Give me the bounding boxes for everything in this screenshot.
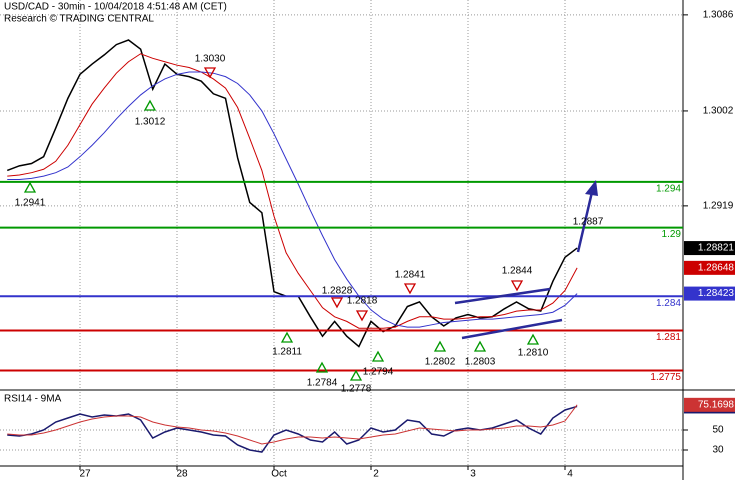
last-value-box	[684, 286, 735, 301]
level-label: 1.294	[656, 183, 681, 194]
low-marker	[23, 181, 37, 193]
x-tick-label: 2	[373, 469, 379, 480]
annotation-label: 1.2941	[15, 198, 46, 209]
grid	[0, 0, 683, 470]
last-value-label: 75.1698	[698, 399, 735, 410]
y-tick-label: 1.2919	[703, 201, 734, 212]
x-tick-label: 4	[567, 469, 573, 480]
y-tick-label: 50	[712, 425, 724, 436]
series-line	[7, 53, 578, 329]
last-value-label: 1.28648	[698, 262, 735, 273]
plot	[0, 39, 683, 453]
annotation-label: 1.2803	[465, 357, 496, 368]
last-value-box	[684, 397, 735, 412]
series-line	[7, 71, 578, 328]
annotation-label: 1.2841	[395, 270, 426, 281]
overlay: 27 28 Oct 2 3 4 1.3086 1.3002 1.2919 1.28821 1.286…	[15, 10, 735, 480]
channel-upper	[454, 287, 551, 305]
y-tick-label: 30	[712, 445, 724, 456]
low-marker	[280, 331, 294, 343]
annotation-label: 1.2818	[347, 296, 378, 307]
x-tick-label: 27	[79, 469, 91, 480]
level-label: 1.284	[656, 298, 681, 309]
last-value-box	[684, 241, 735, 256]
arrow-head	[585, 180, 598, 196]
high-marker	[510, 280, 524, 292]
low-marker	[349, 369, 363, 381]
high-marker	[403, 283, 417, 295]
rsi-title: RSI14 - 9MA	[4, 394, 62, 405]
forecast-arrow	[576, 191, 594, 253]
chart-subtitle: Research © TRADING CENTRAL	[4, 14, 154, 25]
last-value-box	[684, 260, 735, 275]
x-tick-label: 28	[176, 469, 188, 480]
low-marker	[143, 99, 157, 111]
level-label: 1.29	[662, 229, 682, 240]
channel	[454, 180, 598, 340]
annotation-label: 1.2778	[341, 384, 372, 395]
low-marker	[315, 361, 329, 373]
annotation-label: 1.2784	[307, 378, 338, 389]
annotation-label: 1.2802	[425, 357, 456, 368]
annotation-label: 1.2811	[272, 347, 302, 358]
annotation-label: 1.3030	[195, 54, 226, 65]
y-tick-label: 1.3086	[703, 10, 734, 21]
annotation-label: 1.3012	[135, 117, 166, 128]
low-marker	[526, 333, 540, 345]
high-marker	[355, 310, 369, 322]
last-value-label: 1.28821	[698, 243, 735, 254]
last-value-label: 1.28423	[698, 288, 735, 299]
channel-lower	[461, 318, 563, 340]
annotation-label: 1.2810	[518, 348, 549, 359]
high-marker	[203, 67, 217, 79]
annotation-label: 1.2887	[573, 217, 604, 228]
chart-title: USD/CAD - 30min - 10/04/2018 4:51:48 AM …	[4, 2, 227, 13]
annotation-label: 1.2794	[363, 367, 394, 378]
level-label: 1.2775	[650, 372, 681, 383]
x-tick-label: Oct	[271, 469, 287, 480]
high-marker	[330, 297, 344, 309]
low-marker	[473, 340, 487, 352]
x-tick-label: 3	[470, 469, 476, 480]
low-marker	[371, 350, 385, 362]
annotation-label: 1.2844	[502, 266, 533, 277]
low-marker	[433, 340, 447, 352]
series-line	[7, 404, 578, 445]
level-label: 1.281	[656, 332, 681, 343]
annotation-label: 1.2828	[322, 286, 353, 297]
y-tick-label: 1.3002	[703, 106, 734, 117]
